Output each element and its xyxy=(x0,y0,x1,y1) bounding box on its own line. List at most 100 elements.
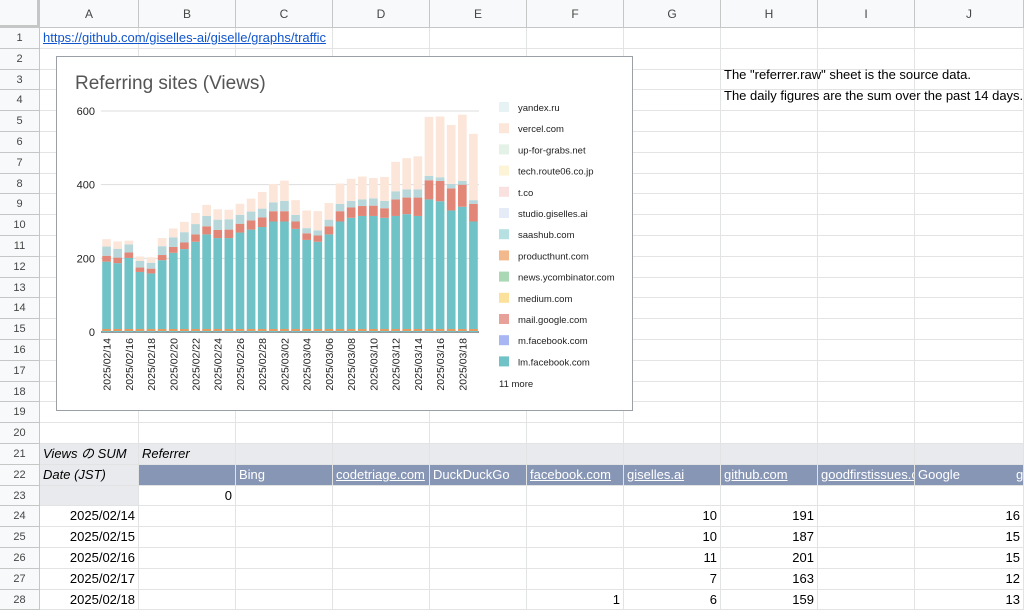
cell[interactable] xyxy=(818,256,915,278)
cell[interactable] xyxy=(430,548,527,569)
cell[interactable] xyxy=(721,236,818,257)
row-header-17[interactable]: 17 xyxy=(0,360,40,382)
cell[interactable] xyxy=(721,402,818,424)
row-header-19[interactable]: 19 xyxy=(0,402,40,424)
cell[interactable] xyxy=(430,568,527,590)
cell[interactable] xyxy=(236,568,333,590)
cell[interactable] xyxy=(40,402,139,424)
cell[interactable] xyxy=(333,402,430,424)
row-header-3[interactable]: 3 xyxy=(0,69,40,91)
cell[interactable] xyxy=(721,277,818,299)
cell[interactable] xyxy=(915,340,1024,361)
cell[interactable] xyxy=(818,568,915,590)
cell[interactable] xyxy=(915,402,1024,424)
row-header-20[interactable]: 20 xyxy=(0,423,40,444)
cell[interactable] xyxy=(721,381,818,403)
cell[interactable] xyxy=(915,319,1024,340)
column-header-h[interactable]: H xyxy=(721,0,818,28)
row-header-10[interactable]: 10 xyxy=(0,215,40,236)
cell[interactable] xyxy=(818,548,915,569)
cell[interactable] xyxy=(236,506,333,528)
cell[interactable] xyxy=(333,589,430,610)
cell[interactable] xyxy=(915,132,1024,153)
cell[interactable] xyxy=(430,485,527,507)
cell[interactable] xyxy=(721,360,818,382)
cell[interactable] xyxy=(818,132,915,153)
cell[interactable] xyxy=(818,152,915,174)
cell[interactable] xyxy=(915,111,1024,132)
cell[interactable] xyxy=(818,423,915,444)
column-header-a[interactable]: A xyxy=(40,0,139,28)
cell[interactable] xyxy=(624,173,721,195)
row-header-14[interactable]: 14 xyxy=(0,298,40,320)
cell[interactable] xyxy=(818,381,915,403)
cell[interactable] xyxy=(624,360,721,382)
cell[interactable] xyxy=(818,111,915,132)
cell[interactable] xyxy=(721,319,818,340)
cell[interactable] xyxy=(721,90,818,112)
cell[interactable] xyxy=(430,506,527,528)
a1-traffic-link[interactable]: https://github.com/giselles-ai/giselle/g… xyxy=(40,28,340,49)
cell[interactable] xyxy=(818,194,915,216)
cell[interactable] xyxy=(915,298,1024,320)
cell[interactable] xyxy=(818,340,915,361)
cell[interactable] xyxy=(721,111,818,132)
cell[interactable] xyxy=(915,381,1024,403)
cell[interactable] xyxy=(721,132,818,153)
cell[interactable] xyxy=(527,28,624,49)
cell[interactable] xyxy=(721,48,818,70)
column-header-j[interactable]: J xyxy=(915,0,1024,28)
cell[interactable] xyxy=(818,402,915,424)
cell[interactable] xyxy=(236,589,333,610)
row-header-2[interactable]: 2 xyxy=(0,48,40,70)
cell[interactable] xyxy=(818,527,915,548)
cell[interactable] xyxy=(333,423,430,444)
cell[interactable] xyxy=(236,527,333,548)
cell[interactable] xyxy=(721,340,818,361)
row-header-8[interactable]: 8 xyxy=(0,173,40,195)
column-header-e[interactable]: E xyxy=(430,0,527,28)
cell[interactable] xyxy=(818,277,915,299)
cell[interactable] xyxy=(818,506,915,528)
cell[interactable] xyxy=(721,152,818,174)
cell[interactable] xyxy=(624,319,721,340)
row-header-21[interactable]: 21 xyxy=(0,444,40,465)
cell[interactable] xyxy=(818,360,915,382)
cell[interactable] xyxy=(721,423,818,444)
cell[interactable] xyxy=(624,423,721,444)
cell[interactable] xyxy=(139,402,236,424)
cell[interactable] xyxy=(333,485,430,507)
pivot-col-header[interactable]: codetriage.com xyxy=(333,464,430,486)
pivot-col-header[interactable]: github.com xyxy=(721,464,818,486)
column-header-g[interactable]: G xyxy=(624,0,721,28)
column-header-f[interactable]: F xyxy=(527,0,624,28)
cell[interactable] xyxy=(624,277,721,299)
cell[interactable] xyxy=(624,194,721,216)
cell[interactable] xyxy=(236,485,333,507)
cell[interactable] xyxy=(915,194,1024,216)
row-header-6[interactable]: 6 xyxy=(0,132,40,153)
cell[interactable] xyxy=(915,423,1024,444)
cell[interactable] xyxy=(333,527,430,548)
column-header-d[interactable]: D xyxy=(333,0,430,28)
cell[interactable] xyxy=(721,173,818,195)
row-header-12[interactable]: 12 xyxy=(0,256,40,278)
cell[interactable] xyxy=(818,298,915,320)
row-header-16[interactable]: 16 xyxy=(0,340,40,361)
cell[interactable] xyxy=(915,173,1024,195)
cell[interactable] xyxy=(236,423,333,444)
cell[interactable] xyxy=(915,236,1024,257)
cell[interactable] xyxy=(818,90,915,112)
cell[interactable] xyxy=(333,28,430,49)
cell[interactable] xyxy=(624,152,721,174)
cell[interactable] xyxy=(915,152,1024,174)
cell[interactable] xyxy=(624,28,721,49)
column-header-b[interactable]: B xyxy=(139,0,236,28)
cell[interactable] xyxy=(915,215,1024,236)
cell[interactable] xyxy=(527,423,624,444)
row-header-9[interactable]: 9 xyxy=(0,194,40,216)
row-header-28[interactable]: 28 xyxy=(0,589,40,610)
cell[interactable] xyxy=(624,90,721,112)
cell[interactable] xyxy=(721,256,818,278)
row-header-27[interactable]: 27 xyxy=(0,568,40,590)
